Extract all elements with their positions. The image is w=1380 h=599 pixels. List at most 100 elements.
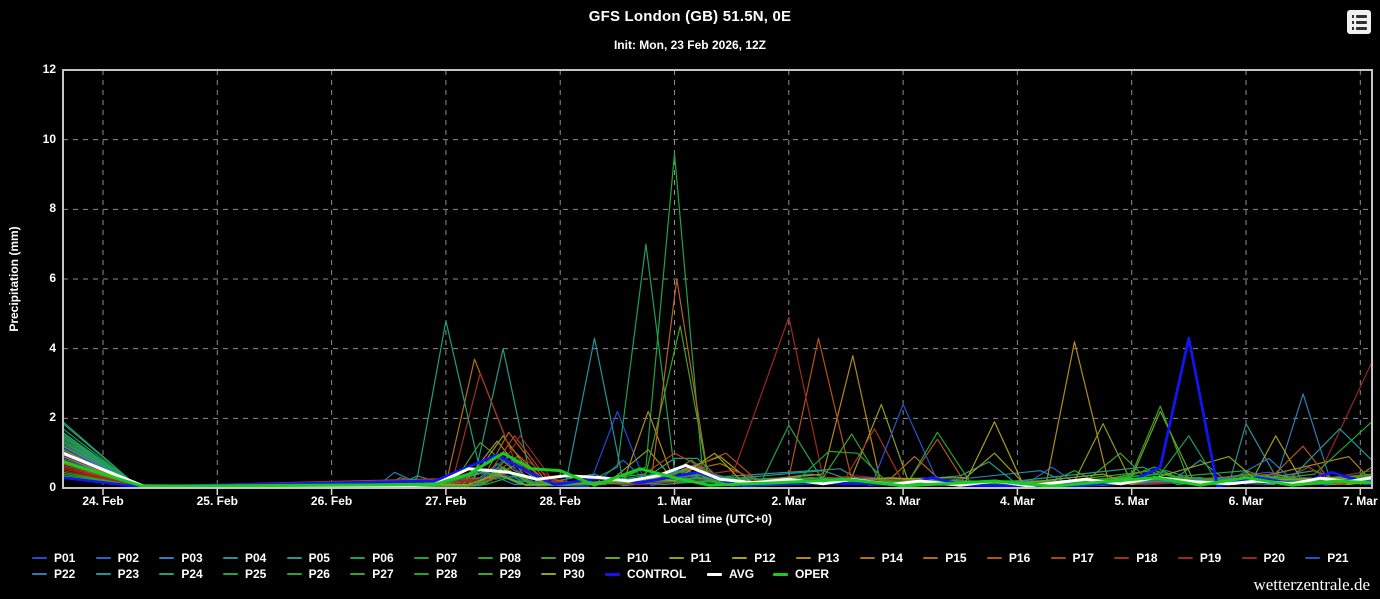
legend-item-p18[interactable]: P18 — [1114, 551, 1158, 565]
legend-item-p25[interactable]: P25 — [222, 567, 266, 581]
x-tick-label: 28. Feb — [539, 494, 581, 508]
legend-label: P27 — [372, 567, 394, 581]
legend-item-p29[interactable]: P29 — [477, 567, 521, 581]
legend-item-p08[interactable]: P08 — [477, 551, 521, 565]
legend-label: P16 — [1008, 551, 1031, 565]
legend-label: P09 — [563, 551, 585, 565]
legend-swatch-p07 — [413, 557, 429, 559]
legend-item-p20[interactable]: P20 — [1241, 551, 1285, 565]
legend-item-p10[interactable]: P10 — [604, 551, 649, 565]
legend-label: P26 — [308, 567, 330, 581]
x-tick-label: 24. Feb — [82, 494, 124, 508]
legend-item-p24[interactable]: P24 — [159, 567, 203, 581]
list-menu-icon — [1347, 15, 1371, 30]
legend-item-p13[interactable]: P13 — [795, 551, 839, 565]
legend-swatch-p06 — [350, 557, 366, 559]
legend-label: P10 — [626, 551, 649, 565]
series-P04-line — [63, 423, 1372, 488]
series-P16-line — [63, 337, 1372, 487]
legend-label: P15 — [945, 551, 967, 565]
legend-swatch-p28 — [413, 573, 429, 575]
legend-item-p12[interactable]: P12 — [732, 551, 776, 565]
legend-swatch-control — [605, 572, 620, 576]
plot-area — [63, 153, 1372, 488]
legend-item-p28[interactable]: P28 — [413, 567, 458, 581]
legend-item-p09[interactable]: P09 — [541, 551, 585, 565]
series-OPER-line — [63, 451, 1372, 488]
legend-label: P14 — [881, 551, 903, 565]
legend-item-p11[interactable]: P11 — [668, 551, 712, 565]
legend-swatch-p11 — [668, 557, 684, 559]
x-axis-title: Local time (UTC+0) — [662, 512, 773, 526]
plot-border — [62, 69, 1373, 489]
legend-swatch-p15 — [923, 557, 939, 559]
legend-item-p17[interactable]: P17 — [1050, 551, 1094, 565]
series-P28-line — [63, 421, 1372, 487]
series-P07-line — [63, 153, 1372, 487]
x-tick-label: 1. Mar — [657, 494, 692, 508]
legend-swatch-p08 — [477, 557, 493, 559]
legend-label: AVG — [729, 567, 755, 581]
series-P15-line — [63, 278, 1372, 487]
legend-label: P19 — [1199, 551, 1222, 565]
legend-label: P07 — [435, 551, 458, 565]
menu-button[interactable] — [1347, 10, 1371, 34]
legend-label: P29 — [499, 567, 521, 581]
legend-item-p19[interactable]: P19 — [1177, 551, 1222, 565]
series-P14-line — [63, 358, 1372, 487]
legend-item-p07[interactable]: P07 — [413, 551, 458, 565]
legend-label: P04 — [244, 551, 267, 565]
legend-swatch-p12 — [732, 557, 748, 559]
legend-swatch-p03 — [159, 557, 175, 559]
x-tick-label: 5. Mar — [1114, 494, 1150, 508]
legend-item-avg[interactable]: AVG — [707, 567, 754, 581]
legend-item-p04[interactable]: P04 — [222, 551, 267, 565]
legend-swatch-p04 — [222, 557, 238, 559]
series-P05-line — [63, 348, 1372, 487]
legend-label: P12 — [754, 551, 776, 565]
series-P06-line — [63, 243, 1372, 487]
legend-item-p23[interactable]: P23 — [95, 567, 140, 581]
legend-item-p15[interactable]: P15 — [923, 551, 967, 565]
series-P20-line — [63, 362, 1372, 487]
watermark-credit[interactable]: wetterzentrale.de — [1253, 575, 1370, 594]
series-P29-line — [63, 433, 1372, 487]
legend-item-p26[interactable]: P26 — [286, 567, 330, 581]
legend-label: P28 — [435, 567, 458, 581]
legend-label: P23 — [117, 567, 140, 581]
legend-label: P01 — [54, 551, 76, 565]
legend-label: P17 — [1072, 551, 1094, 565]
legend-swatch-p10 — [604, 557, 620, 559]
legend-item-p06[interactable]: P06 — [350, 551, 394, 565]
legend-item-p16[interactable]: P16 — [986, 551, 1031, 565]
y-tick-label: 6 — [49, 271, 56, 285]
legend-swatch-p25 — [222, 573, 238, 575]
legend-swatch-p13 — [795, 557, 811, 559]
legend-item-p30[interactable]: P30 — [541, 567, 585, 581]
legend-swatch-p14 — [859, 557, 875, 559]
legend-swatch-p05 — [286, 557, 302, 559]
legend-item-p27[interactable]: P27 — [350, 567, 394, 581]
y-tick-label: 4 — [49, 340, 56, 355]
legend-item-oper[interactable]: OPER — [773, 567, 829, 581]
x-tick-label: 25. Feb — [196, 494, 238, 508]
legend-item-p05[interactable]: P05 — [286, 551, 330, 565]
legend-swatch-p27 — [350, 573, 366, 575]
legend-swatch-p02 — [95, 557, 111, 559]
y-tick-label: 12 — [42, 62, 56, 76]
legend-swatch-p17 — [1050, 557, 1066, 559]
legend-item-p01[interactable]: P01 — [32, 551, 75, 565]
legend-item-p14[interactable]: P14 — [859, 551, 903, 565]
legend-label: CONTROL — [627, 567, 687, 581]
legend-label: P11 — [690, 551, 712, 565]
legend-item-p03[interactable]: P03 — [159, 551, 203, 565]
legend-label: P06 — [372, 551, 394, 565]
legend-swatch-p30 — [541, 573, 557, 575]
legend-item-p02[interactable]: P02 — [95, 551, 139, 565]
legend-item-p21[interactable]: P21 — [1305, 551, 1349, 565]
legend-label: P03 — [181, 551, 203, 565]
legend-item-p22[interactable]: P22 — [32, 567, 75, 581]
legend-item-control[interactable]: CONTROL — [605, 567, 686, 581]
legend-label: P18 — [1136, 551, 1158, 565]
